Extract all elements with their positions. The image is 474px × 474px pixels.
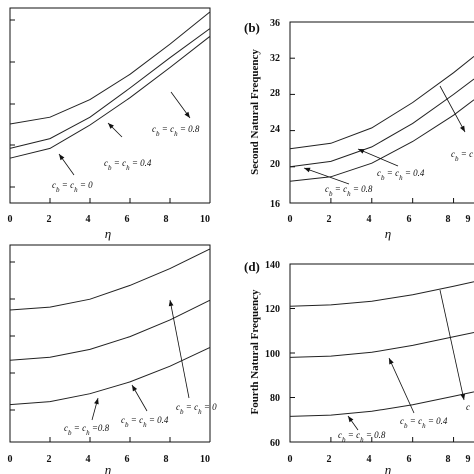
- series-line: [9, 28, 211, 149]
- x-tick-label: 4: [367, 214, 372, 225]
- x-tick-label: 0: [8, 214, 13, 225]
- annotation-arrow: [439, 289, 465, 401]
- y-tick-label: 36: [270, 18, 280, 29]
- series-line: [289, 78, 474, 168]
- annotation-label: cb = c: [451, 149, 473, 163]
- x-tick-label: 6: [125, 454, 130, 465]
- y-tick-label: 20: [270, 159, 280, 170]
- annotation-label: cb = ch = 0: [52, 180, 93, 194]
- arrow-head: [132, 385, 138, 392]
- x-tick-label: 0: [8, 454, 13, 465]
- panel-label: (d): [244, 259, 260, 274]
- series-line: [289, 281, 474, 307]
- series-line: [9, 299, 211, 361]
- y-axis-label: Second Natural Frequency: [249, 49, 261, 175]
- arrow-head: [348, 416, 354, 423]
- y-tick-label: 28: [270, 88, 280, 99]
- y-tick-label: 16: [270, 199, 280, 210]
- series-line: [9, 11, 211, 125]
- annotation-label: cb = ch =0.8: [64, 423, 110, 437]
- panel-b: (b) Second Natural Frequency 16 20 24 28…: [244, 18, 473, 241]
- x-tick-label: 0: [288, 454, 293, 465]
- y-tick-label: 32: [270, 53, 280, 64]
- x-tick-label: 6: [125, 214, 130, 225]
- x-tick-label: 4: [86, 454, 91, 465]
- panel-label: (b): [244, 20, 260, 35]
- series-line: [289, 99, 474, 182]
- x-tick-label: 10: [200, 454, 210, 465]
- annotation-label: cb = ch = 0: [176, 402, 217, 416]
- x-tick-label: 6: [407, 454, 412, 465]
- x-tick-label: 4: [367, 454, 372, 465]
- series-line: [9, 35, 211, 159]
- x-axis-label: η: [385, 226, 391, 241]
- y-tick-label: 100: [265, 349, 280, 360]
- y-tick-label: 140: [265, 260, 280, 271]
- arrow-head: [460, 393, 466, 400]
- arrow-head: [108, 123, 114, 129]
- series-line: [289, 391, 474, 417]
- series-line: [9, 248, 211, 311]
- y-tick-label: 120: [265, 304, 280, 315]
- arrow-head: [184, 111, 190, 118]
- arrow-head: [460, 125, 465, 132]
- plot-frame: [9, 244, 211, 443]
- annotation-label: cb = ch = 0.8: [325, 184, 373, 198]
- x-tick-label: 8: [164, 214, 169, 225]
- x-tick-label: 2: [327, 214, 332, 225]
- x-axis-label: η: [385, 462, 391, 474]
- y-axis-label: Fourth Natural Frequency: [249, 289, 261, 415]
- x-tick-label: 4: [86, 214, 91, 225]
- x-tick-label: 6: [407, 214, 412, 225]
- arrow-head: [389, 358, 394, 365]
- annotation-arrow: [357, 148, 399, 167]
- x-tick-label: 9: [466, 454, 471, 465]
- annotation-label: cb = ch = 0.4: [377, 168, 425, 182]
- annotation-label: cb = ch = 0.4: [121, 415, 169, 429]
- arrow-head: [94, 398, 99, 405]
- x-tick-label: 2: [47, 214, 52, 225]
- x-tick-label: 8: [446, 214, 451, 225]
- annotation-arrow: [169, 299, 190, 399]
- annotation-label: c: [466, 402, 470, 412]
- annotation-arrow: [439, 85, 466, 133]
- y-tick-label: 24: [270, 124, 280, 135]
- arrow-head: [358, 149, 365, 154]
- series-line: [289, 332, 474, 358]
- annotation-arrow: [303, 167, 350, 185]
- arrow-head: [59, 154, 65, 161]
- x-tick-label: 8: [446, 454, 451, 465]
- y-tick-label: 80: [270, 393, 280, 404]
- annotation-label: cb = ch = 0.4: [104, 158, 152, 172]
- panel-c: 0 2 4 6 8 10 η cb = ch =0.8 cb = ch = 0.…: [8, 402, 218, 474]
- annotation-label: cb = ch = 0.4: [400, 416, 448, 430]
- series-line: [9, 346, 211, 406]
- x-tick-label: 10: [200, 214, 210, 225]
- arrow-head: [304, 167, 311, 173]
- x-tick-label: 8: [164, 454, 169, 465]
- x-tick-label: 9: [466, 214, 471, 225]
- x-tick-label: 2: [327, 454, 332, 465]
- x-tick-label: 0: [288, 214, 293, 225]
- series-line: [289, 56, 474, 150]
- arrow-head: [168, 300, 174, 307]
- annotation-label: cb = ch = 0.8: [152, 124, 200, 138]
- plot-frame: [9, 7, 211, 204]
- x-axis-label: η: [105, 226, 111, 241]
- y-tick-label: 60: [270, 438, 280, 449]
- x-axis-label: η: [105, 462, 111, 474]
- annotation-arrow: [388, 357, 415, 414]
- x-tick-label: 2: [47, 454, 52, 465]
- plot-frame: [289, 21, 474, 204]
